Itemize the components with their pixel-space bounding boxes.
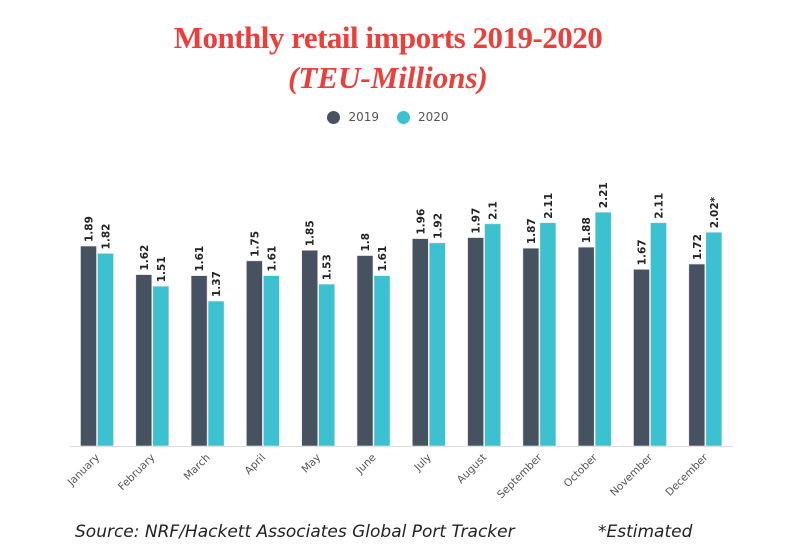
estimated-note: *Estimated — [598, 522, 693, 542]
x-tick-label: June — [353, 452, 378, 477]
x-tick-label: January — [65, 452, 102, 489]
data-label: 1.87 — [526, 218, 538, 244]
bar-2020-january — [97, 253, 114, 447]
bar-2020-july — [428, 242, 446, 447]
legend-swatch-2020 — [397, 110, 410, 124]
bar-2019-july — [411, 238, 429, 447]
data-label: 1.61 — [194, 246, 206, 272]
bar-2019-march — [190, 275, 208, 447]
bar-2019-november — [633, 269, 650, 447]
data-label: 1.96 — [415, 209, 427, 235]
bar-2019-june — [356, 255, 374, 447]
bar-2020-april — [263, 275, 280, 447]
bar-2020-october — [594, 211, 612, 447]
legend-item-2020: 2020 — [397, 110, 449, 124]
bar-2020-march — [207, 300, 225, 447]
data-label: 1.82 — [101, 224, 113, 250]
x-tick-label: April — [243, 452, 268, 477]
bar-2020-september — [539, 222, 557, 447]
legend-label-2020: 2020 — [418, 110, 449, 124]
data-label: 1.61 — [377, 246, 389, 272]
bar-2019-december — [688, 263, 706, 447]
bar-2019-february — [135, 274, 153, 447]
data-label: 1.53 — [322, 254, 334, 280]
data-label: 2.1 — [488, 201, 500, 220]
bar-2019-april — [246, 260, 263, 447]
data-label: 1.67 — [637, 239, 649, 265]
data-label: 1.61 — [266, 246, 278, 272]
x-tick-label: February — [116, 452, 157, 493]
legend-swatch-2019 — [327, 110, 341, 124]
x-tick-label: March — [182, 452, 213, 483]
bar-2020-august — [484, 223, 501, 447]
bar-2020-may — [318, 283, 336, 447]
data-label: 1.72 — [692, 234, 704, 260]
bar-2019-august — [467, 237, 484, 447]
x-tick-label: July — [411, 452, 434, 475]
legend-label-2019: 2019 — [348, 110, 379, 124]
data-label: 1.97 — [471, 208, 483, 234]
x-tick-label: September — [495, 451, 545, 501]
bar-2020-december — [705, 231, 723, 447]
data-label: 1.88 — [581, 217, 593, 243]
bar-2020-february — [152, 285, 170, 447]
bar-2019-september — [522, 247, 540, 447]
data-label: 2.11 — [543, 193, 555, 219]
chart-title: Monthly retail imports 2019-2020 — [173, 20, 603, 55]
x-tick-label: May — [299, 452, 323, 476]
source-note: Source: NRF/Hackett Associates Global Po… — [75, 522, 515, 542]
chart-subtitle: (TEU-Millions) — [288, 60, 488, 95]
bar-2019-october — [577, 246, 595, 447]
data-label: 1.92 — [432, 213, 444, 239]
bar-2019-may — [301, 249, 319, 447]
data-label: 1.75 — [249, 231, 261, 257]
data-label: 2.11 — [654, 193, 666, 219]
data-label: 1.8 — [360, 233, 372, 252]
data-label: 2.21 — [598, 182, 610, 208]
bar-2019-january — [80, 245, 97, 447]
data-label: 1.62 — [139, 245, 151, 271]
data-label: 1.85 — [305, 220, 317, 246]
bar-2020-november — [650, 222, 667, 447]
bar-2020-june — [373, 275, 391, 447]
x-tick-label: December — [663, 451, 710, 498]
x-tick-label: August — [455, 452, 489, 486]
legend: 2019 2020 — [0, 110, 776, 124]
x-tick-label: October — [562, 451, 601, 490]
data-label: 2.02* — [709, 196, 721, 228]
data-label: 1.51 — [156, 256, 168, 282]
data-label: 1.89 — [84, 216, 96, 242]
legend-item-2019: 2019 — [327, 110, 379, 124]
data-label: 1.37 — [211, 271, 223, 297]
x-tick-label: November — [608, 451, 656, 499]
